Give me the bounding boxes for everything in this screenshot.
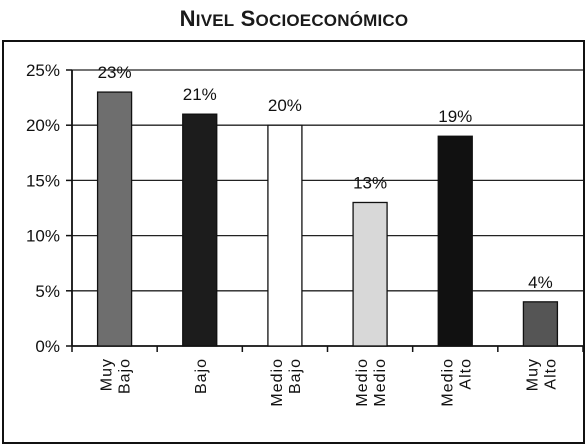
- category-label: Medio: [439, 358, 456, 407]
- bar: [267, 124, 303, 347]
- chart-frame: [2, 40, 585, 444]
- category-label: Bajo: [287, 358, 304, 394]
- category-label: Bajo: [193, 358, 210, 394]
- y-tick-label: 0%: [35, 337, 60, 356]
- category-labels: Muy Bajo Bajo Medio Bajo Medio Medio Medio Alto M…: [99, 358, 560, 407]
- y-tick-label: 15%: [26, 171, 60, 190]
- chart-title: NIVEL SOCIOECONÓMICO: [179, 6, 409, 31]
- value-label: 4%: [528, 273, 553, 292]
- category-label: Medio: [269, 358, 286, 407]
- category-label: Muy: [99, 358, 116, 391]
- value-label: 21%: [183, 85, 217, 104]
- bar: [522, 301, 559, 347]
- category-label: Alto: [542, 358, 559, 390]
- value-label: 23%: [98, 63, 132, 82]
- category-label: Bajo: [117, 358, 134, 394]
- value-label: 19%: [438, 107, 472, 126]
- category-label: Medio: [372, 358, 389, 407]
- bar: [352, 201, 388, 347]
- value-label: 13%: [353, 173, 387, 192]
- value-labels: 23% 21% 20% 13% 19% 4%: [98, 63, 553, 292]
- y-tick-label: 5%: [35, 282, 60, 301]
- bar: [437, 135, 473, 347]
- bar: [182, 113, 218, 347]
- y-tick-label: 25%: [26, 61, 60, 80]
- y-tick-label: 10%: [26, 227, 60, 246]
- category-label: Muy: [524, 358, 541, 391]
- gridlines: [72, 69, 583, 292]
- axes: [66, 69, 584, 352]
- y-tick-label: 20%: [26, 116, 60, 135]
- category-label: Medio: [354, 358, 371, 407]
- y-tick-labels: 0% 5% 10% 15% 20% 25%: [26, 61, 60, 356]
- bars: [96, 91, 559, 347]
- value-label: 20%: [268, 96, 302, 115]
- bar: [96, 91, 133, 347]
- category-label: Alto: [457, 358, 474, 390]
